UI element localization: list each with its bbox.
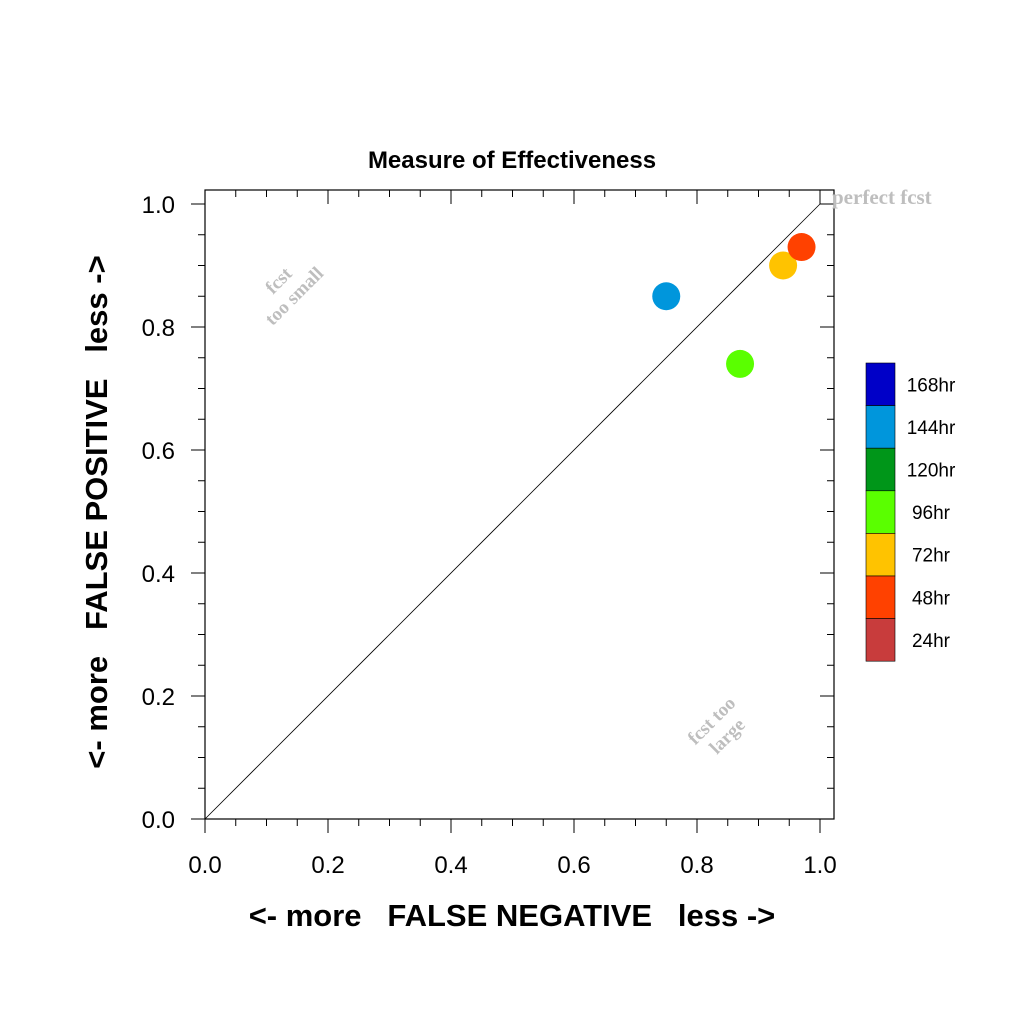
- point-96hr: [726, 349, 755, 378]
- legend-swatch-168hr: [865, 362, 896, 406]
- perfect-forecast-annotation: perfect fcst: [832, 185, 932, 209]
- y-tick-label: 0.4: [142, 561, 175, 588]
- y-tick-label: 0.2: [142, 684, 175, 711]
- legend-label-96hr: 96hr: [912, 503, 951, 524]
- legend-swatch-144hr: [865, 405, 896, 449]
- x-tick-label: 1.0: [803, 852, 836, 879]
- legend-label-24hr: 24hr: [912, 631, 951, 652]
- plot-frame: [204, 189, 835, 820]
- legend-label-144hr: 144hr: [907, 418, 956, 439]
- too-large-annotation: fcst too large: [684, 693, 750, 759]
- point-144hr: [652, 282, 681, 311]
- axis-ticks: [191, 190, 834, 833]
- point-48hr: [787, 233, 816, 262]
- x-tick-label: 0.8: [680, 852, 713, 879]
- legend: 168hr 144hr 120hr 96hr 72hr 48hr 24hr: [865, 362, 956, 662]
- x-tick-label: 0.6: [557, 852, 590, 879]
- x-axis-label: <- more FALSE NEGATIVE less ->: [249, 898, 776, 933]
- y-tick-label: 0.0: [142, 807, 175, 834]
- legend-swatch-72hr: [865, 533, 896, 577]
- y-tick-label: 0.6: [142, 438, 175, 465]
- chart-title: Measure of Effectiveness: [368, 147, 656, 174]
- too-small-annotation: fcst too small: [261, 263, 328, 330]
- x-tick-label: 0.2: [311, 852, 344, 879]
- y-tick-label: 0.8: [142, 315, 175, 342]
- point-72hr: [769, 251, 798, 280]
- legend-label-120hr: 120hr: [907, 461, 956, 482]
- data-points: [652, 233, 816, 378]
- legend-swatch-24hr: [865, 618, 896, 662]
- legend-swatch-48hr: [865, 575, 896, 619]
- legend-label-72hr: 72hr: [912, 546, 951, 567]
- y-tick-label: 1.0: [142, 192, 175, 219]
- legend-swatch-96hr: [865, 490, 896, 534]
- x-tick-label: 0.4: [434, 852, 467, 879]
- y-axis-label: <- more FALSE POSITIVE less ->: [79, 255, 114, 768]
- perfect-forecast-diagonal: [204, 203, 821, 820]
- legend-swatch-120hr: [865, 447, 896, 492]
- x-tick-label: 0.0: [188, 852, 221, 879]
- tick-labels: 0.0 0.2 0.4 0.6 0.8 1.0 0.0 0.2 0.4 0.6 0.8 1.0: [142, 192, 837, 879]
- legend-label-168hr: 168hr: [907, 375, 956, 396]
- legend-label-48hr: 48hr: [912, 588, 951, 609]
